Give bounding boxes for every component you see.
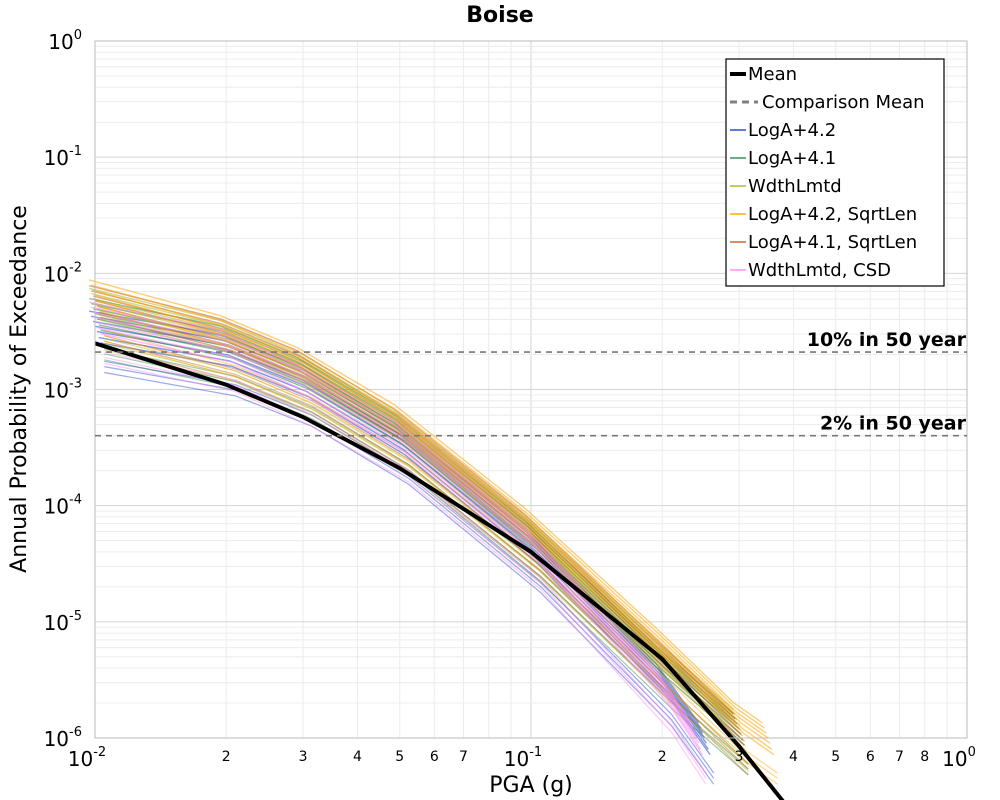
x-minor-tick-label: 5 [395,749,404,765]
series-branch-line [96,299,771,744]
series-branch-line [92,311,696,734]
grid [94,41,967,739]
x-minor-tick-label: 7 [895,749,904,765]
x-major-tick-label: 10-1 [504,745,542,771]
x-minor-tick-label: 5 [831,749,840,765]
series-branch-line [89,279,763,724]
series-branch-line [96,321,700,744]
series-mean [94,341,785,800]
x-minor-tick-label: 7 [459,749,468,765]
y-tick-label-exponent: -2 [69,260,82,275]
y-tick-label-exponent: -6 [69,725,82,740]
series-branch-line [92,289,767,734]
series-branch-line [100,310,775,756]
x-minor-tick-label: 3 [299,749,308,765]
x-major-tick-label: 10-2 [68,745,106,771]
y-tick-label-base: 10 [44,262,69,286]
y-tick-label-exponent: -5 [69,609,82,624]
legend-label: WdthLmtd [748,176,842,197]
legend-label: Mean [748,64,797,85]
series-lines-group [89,279,785,800]
series-branch-line [104,351,707,774]
y-tick-label: 10-5 [44,609,82,635]
y-tick-label: 10-6 [44,725,82,751]
series-branch-line [91,306,694,729]
y-tick-label-base: 10 [44,146,69,170]
reference-line-label: 10% in 50 year [807,329,967,351]
y-tick-label-exponent: -4 [69,493,82,508]
x-major-tick-label-base: 10 [504,747,529,771]
x-major-tick-label: 100 [942,745,976,771]
plot-frame [94,40,968,739]
legend-label: WdthLmtd, CSD [748,260,891,281]
series-loga-4-2-sqrtlen [89,279,778,785]
chart-title: Boise [466,3,533,28]
x-major-tick-label-exponent: -1 [529,745,542,760]
series-branch-line [104,334,778,779]
series-branch-line [104,362,707,785]
series-branch-line [104,335,749,765]
x-major-tick-label-base: 10 [942,747,967,771]
x-axis-label: PGA (g) [489,773,573,798]
series-branch-line [94,316,698,739]
legend: Mean Comparison Mean LogA+4.2 LogA+4.1 WdthL… [725,58,945,287]
series-branch-line [98,305,773,750]
y-tick-label-base: 10 [44,379,69,403]
y-tick-label: 10-2 [44,260,82,286]
legend-label: Comparison Mean [762,92,925,113]
y-tick-label: 10-3 [44,377,82,403]
y-tick-label-exponent: -3 [69,377,82,392]
legend-label: LogA+4.1, SqrtLen [748,232,917,253]
series-branch-line [89,301,692,724]
series-branch-line [100,333,703,755]
reference-lines: 10% in 50 year 2% in 50 year [95,329,967,437]
legend-box [725,58,945,287]
y-tick-label: 100 [48,28,82,54]
series-branch-line [98,327,702,750]
x-minor-tick-label: 2 [658,749,667,765]
x-minor-tick-label: 6 [430,749,439,765]
series-branch-line [94,294,769,739]
series-wdthlmtd-csd [89,301,707,785]
legend-label: LogA+4.1 [748,148,836,169]
y-tick-label-base: 10 [44,611,69,635]
x-minor-tick-label: 8 [920,749,929,765]
legend-label: LogA+4.2 [748,120,836,141]
y-tick-label-base: 10 [44,495,69,519]
x-minor-tick-label: 4 [789,749,798,765]
series-branch-line [89,285,734,715]
reference-line-label: 2% in 50 year [820,413,967,435]
x-minor-tick-label: 3 [735,749,744,765]
y-tick-label-base: 10 [48,30,73,54]
y-tick-label: 10-4 [44,493,82,519]
y-tick-label: 10-1 [44,144,82,170]
y-tick-label-base: 10 [44,727,69,751]
x-minor-tick-label: 2 [222,749,231,765]
y-tick-label-exponent: 0 [74,28,82,43]
series-branch-line [91,284,765,729]
series-branch-line [104,337,749,761]
y-axis-label: Annual Probability of Exceedance [7,205,32,573]
x-minor-tick-label: 6 [866,749,875,765]
x-major-tick-label-exponent: -2 [93,745,106,760]
x-major-tick-label-exponent: 0 [968,745,976,760]
y-tick-label-exponent: -1 [69,144,82,159]
series-branch-line [104,371,715,785]
x-minor-tick-label: 4 [353,749,362,765]
legend-label: LogA+4.2, SqrtLen [748,204,917,225]
x-major-tick-label-base: 10 [68,747,93,771]
